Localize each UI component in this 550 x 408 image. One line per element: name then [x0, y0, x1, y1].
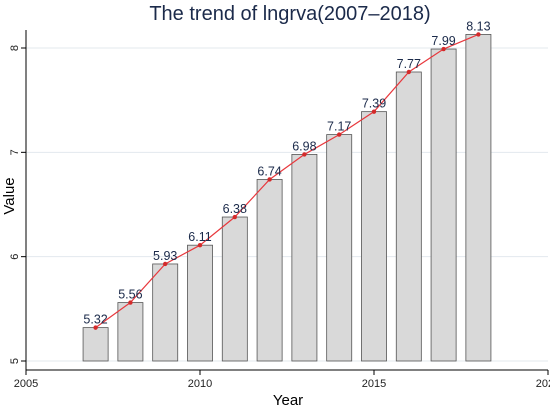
data-label-2012: 6.74: [257, 164, 281, 178]
data-label-2015: 7.39: [362, 97, 386, 111]
trend-line: [95, 33, 479, 329]
point-2011: [232, 214, 237, 220]
y-tick-label: 8: [9, 45, 21, 51]
x-tick-label: 2020: [536, 378, 550, 390]
data-label-2011: 6.38: [223, 202, 247, 216]
point-2014: [337, 132, 342, 137]
bar-2011: [221, 216, 248, 362]
y-axis-title: Value: [1, 177, 18, 214]
bar-2016: [395, 71, 422, 362]
data-label-2009: 5.93: [153, 249, 177, 263]
bar-2015: [361, 111, 387, 362]
point-2017: [441, 46, 446, 52]
point-2018: [476, 32, 481, 37]
data-label-2013: 6.98: [292, 139, 316, 153]
data-label-2014: 7.17: [327, 120, 351, 134]
y-tick-label: 5: [9, 358, 21, 364]
bar-2012: [256, 179, 283, 362]
data-label-2010: 6.11: [188, 230, 211, 244]
axes: 5 6 7 8 2005 2010 2015 2020: [9, 30, 550, 390]
data-label-2018: 8.13: [466, 19, 490, 33]
data-label-2007: 5.32: [83, 313, 107, 327]
y-tick-label: 6: [9, 254, 21, 260]
bar-2013: [291, 154, 318, 362]
trend-polyline: [95, 33, 479, 329]
x-axis-title: Year: [273, 392, 303, 408]
point-2016: [406, 69, 411, 75]
bar-2009: [152, 263, 179, 362]
grid-lines: [26, 47, 548, 362]
data-points: [93, 32, 481, 330]
x-tick-label: 2015: [362, 378, 386, 390]
bar-2007: [82, 327, 109, 362]
bar-2017: [430, 48, 457, 362]
data-label-2008: 5.56: [118, 288, 142, 302]
x-tick-label: 2005: [14, 378, 38, 390]
bar-2018: [465, 34, 492, 362]
point-2007: [93, 325, 98, 330]
y-tick-label: 7: [9, 149, 21, 155]
x-tick-label: 2010: [188, 378, 212, 390]
bar-2014: [326, 134, 353, 362]
point-2008: [128, 300, 133, 305]
bars: [82, 34, 492, 362]
point-2015: [371, 109, 377, 114]
point-2013: [302, 152, 307, 157]
data-labels: 5.32 5.56 5.93 6.11 6.38 6.74 6.98 7.17 7.39 7.77…: [83, 19, 490, 326]
bar-2010: [187, 244, 213, 362]
data-label-2016: 7.77: [397, 57, 421, 71]
point-2012: [267, 177, 272, 182]
point-2009: [163, 261, 168, 267]
bar-2008: [117, 302, 144, 362]
point-2010: [197, 242, 203, 248]
data-label-2017: 7.99: [431, 34, 455, 48]
chart-title: The trend of lngrva(2007–2018): [149, 3, 430, 25]
